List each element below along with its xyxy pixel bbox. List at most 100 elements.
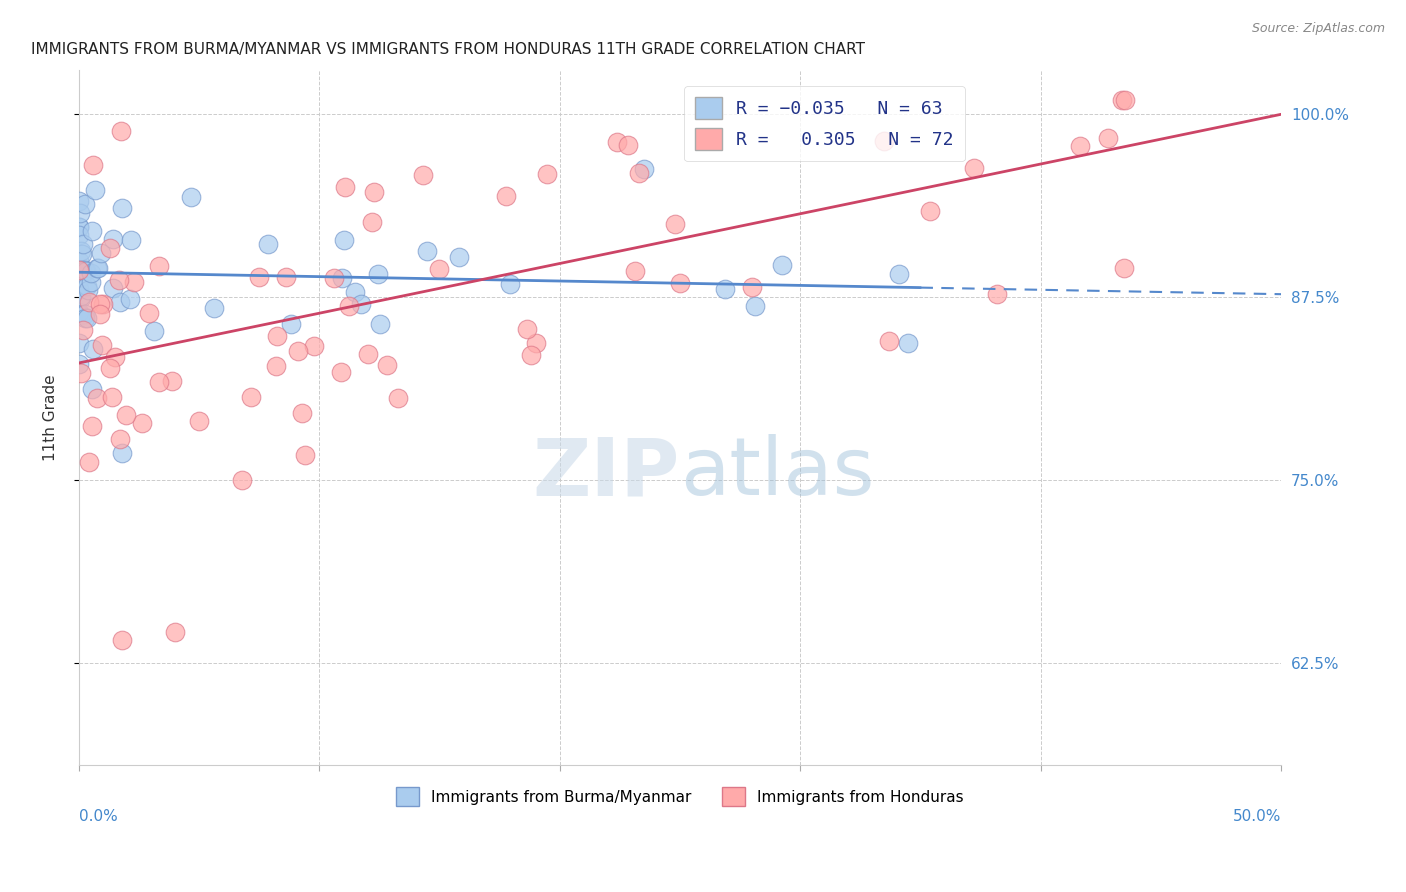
Point xyxy=(73,311,96,326)
Point xyxy=(108,295,131,310)
Point xyxy=(257,236,280,251)
Point xyxy=(202,301,225,315)
Point xyxy=(986,286,1008,301)
Point xyxy=(82,418,104,433)
Point xyxy=(350,297,373,311)
Point xyxy=(274,270,297,285)
Point xyxy=(188,413,211,427)
Point xyxy=(76,284,98,298)
Point xyxy=(67,282,90,296)
Point xyxy=(76,311,98,326)
Point xyxy=(83,183,105,197)
Legend: R = −0.035   N = 63, R =   0.305   N = 72: R = −0.035 N = 63, R = 0.305 N = 72 xyxy=(683,87,965,161)
Point xyxy=(67,227,90,242)
Point xyxy=(143,325,166,339)
Point xyxy=(110,201,132,215)
Point xyxy=(963,161,986,175)
Point xyxy=(69,269,91,284)
Point xyxy=(873,134,896,148)
Point xyxy=(361,215,384,229)
Point xyxy=(103,350,125,364)
Point xyxy=(918,204,941,219)
Point xyxy=(323,271,346,285)
Point xyxy=(247,269,270,284)
Point xyxy=(67,219,90,234)
Point xyxy=(427,262,450,277)
Point xyxy=(1114,93,1136,107)
Point xyxy=(368,317,391,331)
Point xyxy=(165,625,187,640)
Text: atlas: atlas xyxy=(681,434,875,512)
Point xyxy=(1097,131,1119,145)
Point xyxy=(664,217,686,231)
Point xyxy=(447,250,470,264)
Point xyxy=(91,297,114,311)
Point xyxy=(120,292,142,306)
Point xyxy=(86,391,108,405)
Point xyxy=(520,348,543,362)
Point xyxy=(86,261,108,276)
Point xyxy=(499,277,522,292)
Point xyxy=(516,321,538,335)
Point xyxy=(82,342,104,356)
Point xyxy=(72,236,94,251)
Point xyxy=(606,135,628,149)
Point xyxy=(67,254,90,268)
Point xyxy=(669,276,692,290)
Point xyxy=(101,280,124,294)
Point xyxy=(70,289,93,303)
Point xyxy=(67,194,90,209)
Point xyxy=(70,291,93,305)
Point xyxy=(67,357,90,371)
Text: 0.0%: 0.0% xyxy=(79,809,118,824)
Point xyxy=(897,336,920,351)
Point xyxy=(302,339,325,353)
Point xyxy=(70,367,93,381)
Point xyxy=(887,267,910,281)
Point xyxy=(344,285,367,299)
Point xyxy=(124,275,146,289)
Y-axis label: 11th Grade: 11th Grade xyxy=(44,375,58,461)
Point xyxy=(524,335,547,350)
Point xyxy=(69,335,91,350)
Point xyxy=(624,264,647,278)
Point xyxy=(101,390,124,404)
Point xyxy=(744,299,766,313)
Point xyxy=(108,273,131,287)
Point xyxy=(70,247,93,261)
Point xyxy=(148,375,170,389)
Point xyxy=(266,329,288,343)
Point xyxy=(82,224,104,238)
Point xyxy=(67,262,90,277)
Point xyxy=(89,307,111,321)
Point xyxy=(357,347,380,361)
Point xyxy=(1111,93,1133,107)
Point xyxy=(367,267,389,281)
Point xyxy=(616,138,638,153)
Point xyxy=(73,262,96,277)
Point xyxy=(77,455,100,469)
Point xyxy=(628,166,651,180)
Point xyxy=(294,448,316,462)
Point xyxy=(67,304,90,318)
Point xyxy=(377,358,399,372)
Point xyxy=(148,259,170,273)
Point xyxy=(877,334,900,349)
Point xyxy=(101,231,124,245)
Point xyxy=(90,245,112,260)
Point xyxy=(82,158,104,172)
Text: Source: ZipAtlas.com: Source: ZipAtlas.com xyxy=(1251,22,1385,36)
Point xyxy=(1069,139,1091,153)
Point xyxy=(115,408,138,422)
Point xyxy=(287,343,309,358)
Point xyxy=(332,271,354,285)
Point xyxy=(98,360,121,375)
Point xyxy=(714,282,737,296)
Point xyxy=(110,124,132,138)
Point xyxy=(495,189,517,203)
Point xyxy=(111,446,134,460)
Point xyxy=(280,317,302,331)
Point xyxy=(363,185,385,199)
Point xyxy=(415,244,437,259)
Point xyxy=(82,382,104,396)
